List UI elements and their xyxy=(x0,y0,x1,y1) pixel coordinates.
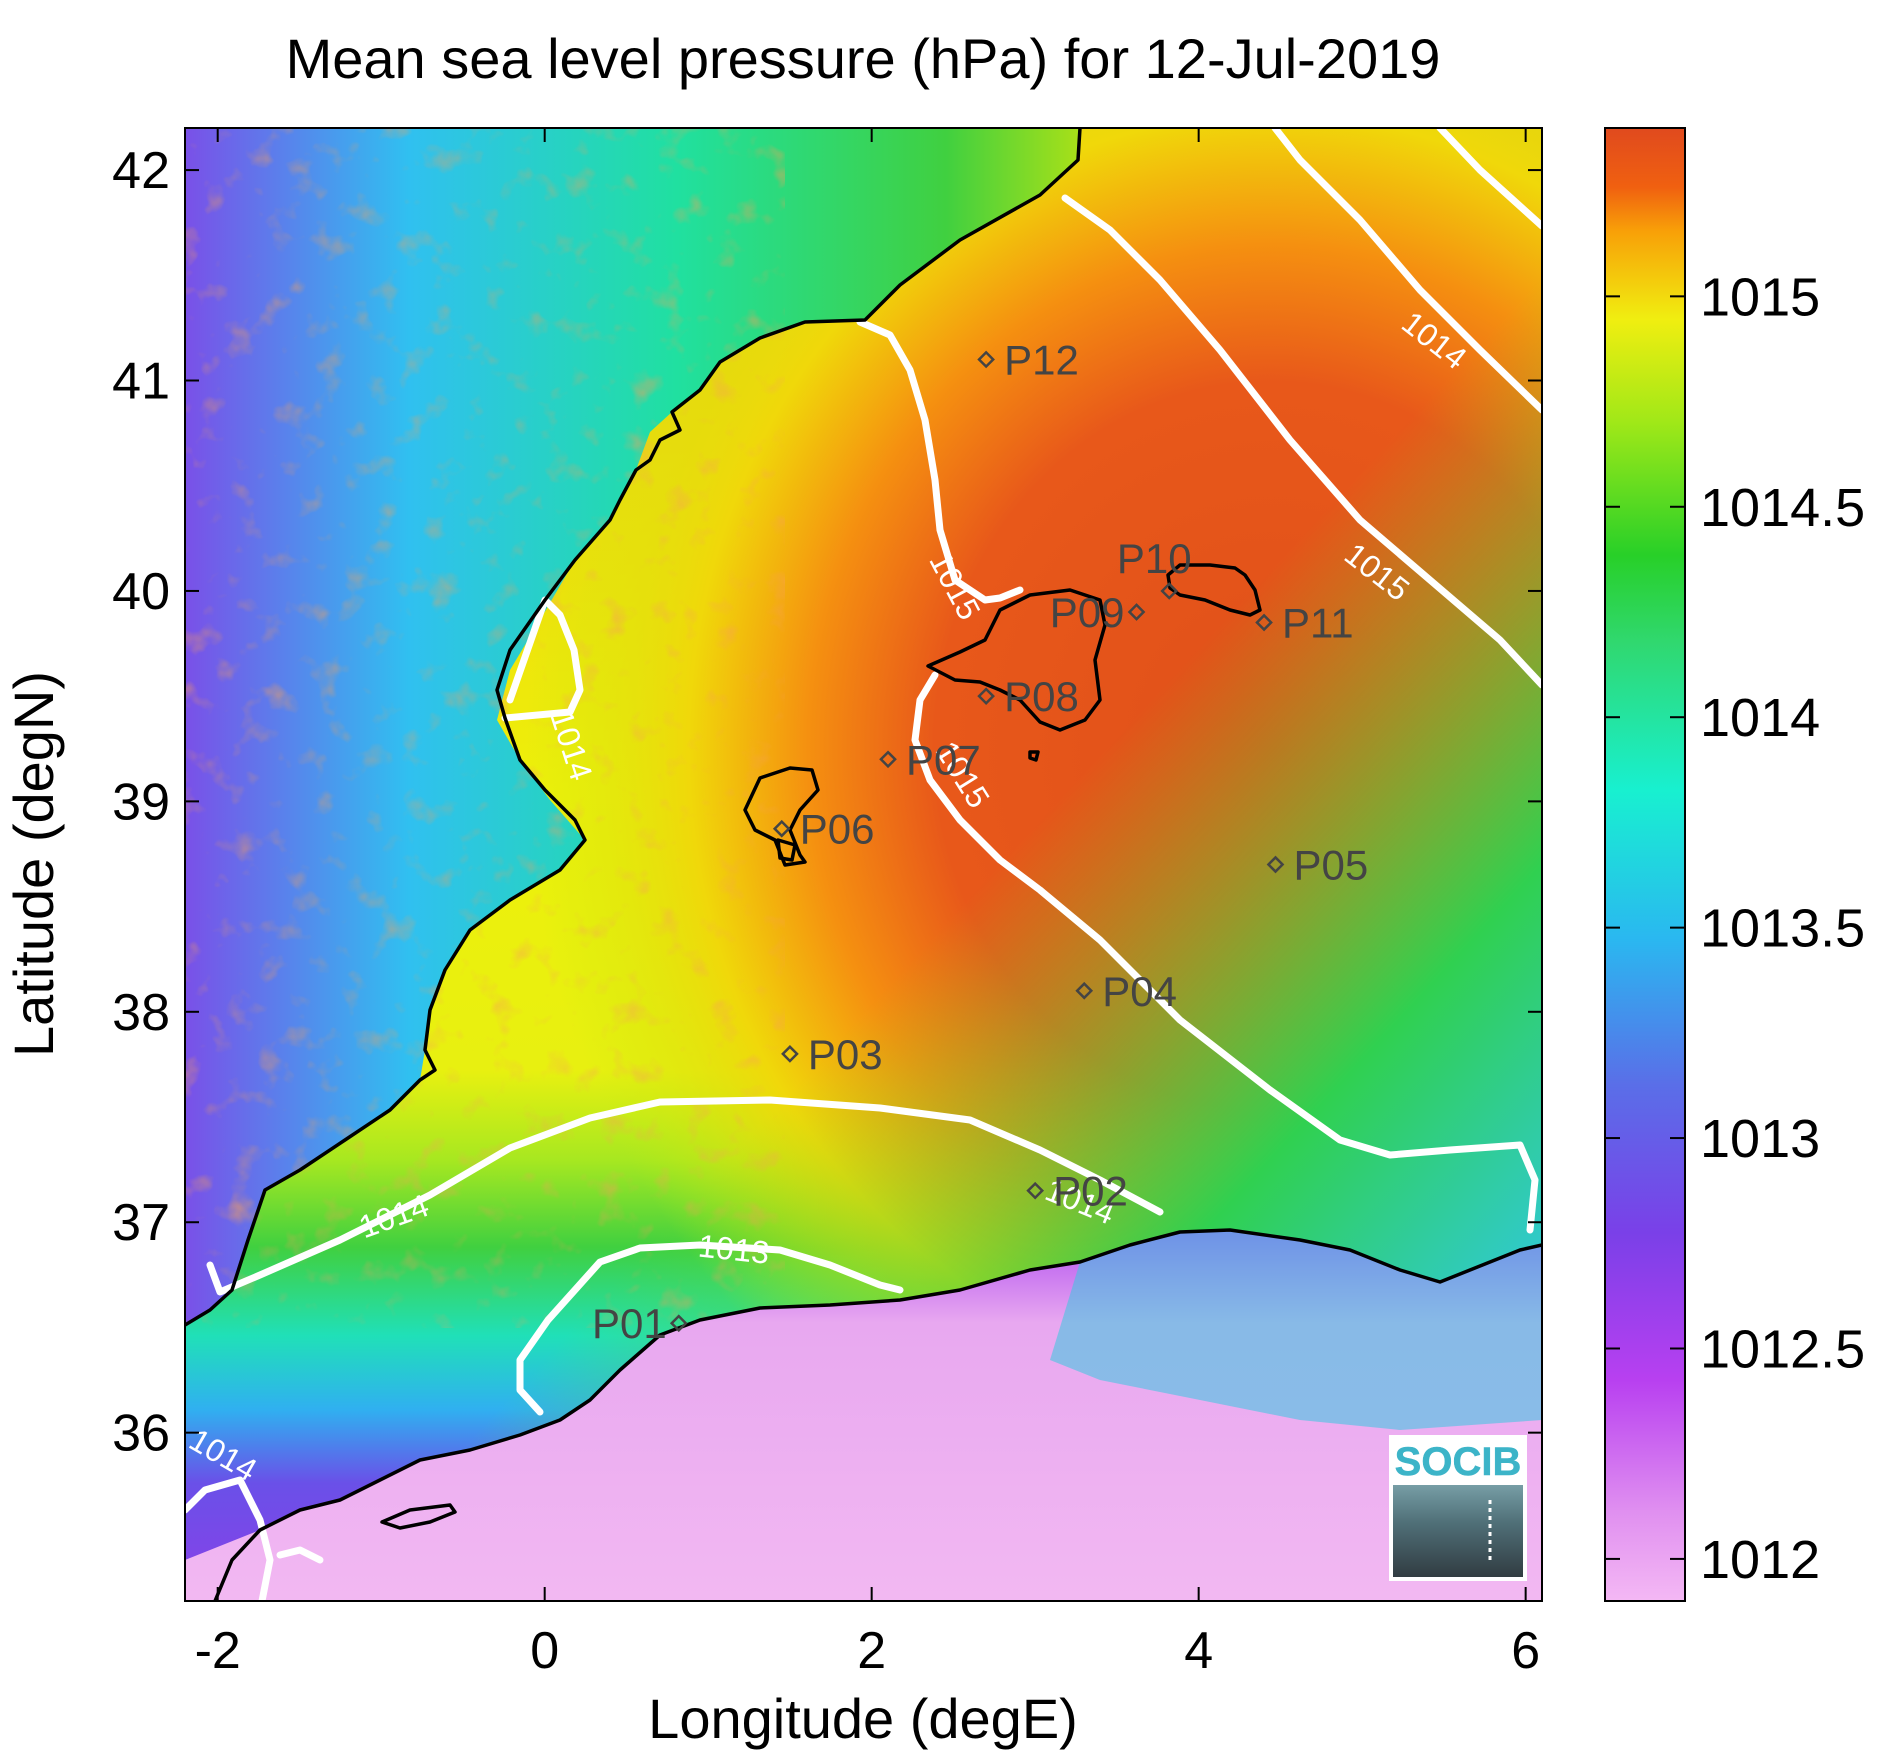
x-tick-label: 0 xyxy=(530,1622,559,1680)
station-marker xyxy=(1075,981,1094,1000)
station-marker xyxy=(669,1314,688,1333)
contour-northeast-corner xyxy=(1436,128,1542,230)
x-axis: -2 0 2 4 6 xyxy=(195,128,1540,1680)
colorbar xyxy=(1604,127,1686,1602)
station-marker xyxy=(977,350,995,369)
station-marker xyxy=(781,1045,799,1063)
station-label: P02 xyxy=(1053,1168,1128,1215)
africa-coastal-band xyxy=(1050,1230,1542,1430)
coastline-iberia xyxy=(185,128,1082,1327)
station-label: P05 xyxy=(1294,842,1369,889)
x-tick-label: 4 xyxy=(1184,1622,1213,1680)
station-marker xyxy=(977,687,995,705)
contour-1013 xyxy=(516,1241,904,1416)
y-tick-label: 42 xyxy=(112,142,170,200)
station-label: P12 xyxy=(1004,336,1079,383)
coastline-africa-lake xyxy=(380,1503,457,1530)
y-tick-label: 39 xyxy=(112,773,170,831)
station-label: P01 xyxy=(592,1300,667,1347)
x-tick-label: 6 xyxy=(1511,1622,1540,1680)
colorbar-ticks: 1012 1012.5 1013 1013.5 1014 1014.5 1015 xyxy=(1605,267,1865,1590)
island-mallorca xyxy=(926,588,1107,732)
station-marker xyxy=(1026,1181,1045,1200)
station-marker xyxy=(1255,613,1273,632)
y-axis: 36 37 38 39 40 41 42 xyxy=(112,142,1542,1463)
stations-layer: P01 P02 P03 P04 P05 P06 P07 P08 P09 P10 P11 P12 xyxy=(592,336,1368,1347)
socib-logo: SOCIB xyxy=(1389,1435,1527,1581)
colorbar-tick-label: 1014.5 xyxy=(1700,478,1865,538)
colorbar-tick-label: 1013 xyxy=(1700,1109,1820,1169)
island-ibiza xyxy=(743,766,820,867)
colorbar-tick-label: 1012.5 xyxy=(1700,1319,1865,1379)
station-marker xyxy=(1127,603,1146,621)
station-marker xyxy=(879,750,897,769)
station-label: P09 xyxy=(1050,589,1125,636)
island-menorca xyxy=(1166,563,1262,617)
y-tick-label: 38 xyxy=(112,984,170,1042)
y-axis-label: Latitude (degN) xyxy=(2,671,65,1057)
contour-1015-main xyxy=(1061,194,1542,689)
y-tick-label: 36 xyxy=(112,1405,170,1463)
contour-1015-south xyxy=(911,671,1539,1234)
colorbar-tick-label: 1015 xyxy=(1700,267,1820,327)
contour-small-sw xyxy=(276,1546,324,1564)
contour-1014-northeast xyxy=(1271,128,1542,414)
contour-1014-far-sw xyxy=(185,1476,274,1601)
coastline-africa xyxy=(213,1228,1542,1601)
y-tick-label: 40 xyxy=(112,563,170,621)
x-tick-label: 2 xyxy=(857,1622,886,1680)
station-marker xyxy=(1160,582,1179,600)
x-axis-label: Longitude (degE) xyxy=(648,1687,1078,1750)
land-speckle xyxy=(185,128,785,1328)
station-marker xyxy=(772,819,791,838)
station-label: P10 xyxy=(1117,535,1192,582)
contour-1015-west xyxy=(856,318,1024,604)
contour-label: 1013 xyxy=(697,1228,772,1271)
island-cabrera xyxy=(1028,750,1040,762)
island-formentera xyxy=(776,838,797,862)
colorbar-tick-label: 1012 xyxy=(1700,1530,1820,1590)
station-marker xyxy=(1266,855,1285,874)
contour-1014-southwest xyxy=(206,1096,1164,1296)
y-tick-label: 37 xyxy=(112,1194,170,1252)
colorbar-tick-label: 1013.5 xyxy=(1700,899,1865,959)
station-label: P04 xyxy=(1102,968,1177,1015)
socib-logo-text: SOCIB xyxy=(1395,1440,1522,1484)
station-label: P06 xyxy=(800,806,875,853)
station-label: P07 xyxy=(906,736,981,783)
station-label: P11 xyxy=(1282,600,1354,647)
x-tick-label: -2 xyxy=(195,1622,241,1680)
colorbar-tick-label: 1014 xyxy=(1700,688,1820,748)
y-tick-label: 41 xyxy=(112,353,170,411)
station-label: P03 xyxy=(808,1031,883,1078)
station-label: P08 xyxy=(1004,673,1079,720)
plot-frame xyxy=(184,127,1543,1602)
chart-title: Mean sea level pressure (hPa) for 12-Jul… xyxy=(286,27,1441,90)
